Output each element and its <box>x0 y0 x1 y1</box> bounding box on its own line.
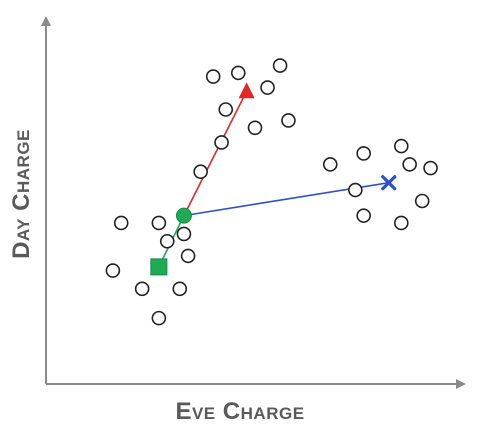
y-axis-arrow-icon <box>41 16 51 26</box>
data-point <box>180 248 196 264</box>
data-point <box>281 113 296 128</box>
data-point <box>393 138 409 154</box>
data-point <box>172 281 188 297</box>
data-point <box>113 215 129 231</box>
data-points <box>105 58 438 326</box>
x-axis-arrow-icon <box>456 379 466 389</box>
data-point <box>105 263 121 278</box>
axes <box>41 16 466 389</box>
data-point <box>260 80 275 95</box>
green-circle-icon <box>175 207 192 224</box>
red-triangle-icon <box>238 82 255 99</box>
data-point <box>272 58 288 73</box>
data-point <box>151 310 167 326</box>
centroid-markers <box>150 82 397 276</box>
link-red-triangle <box>183 90 248 216</box>
data-point <box>348 182 363 198</box>
green-square-icon <box>150 258 168 276</box>
blue-x-icon <box>381 175 397 191</box>
data-point <box>356 146 371 161</box>
centroid-links <box>158 90 389 268</box>
data-point <box>402 157 417 172</box>
x-axis-label: Eve Charge <box>175 398 305 425</box>
y-axis-label: Day Charge <box>8 129 35 259</box>
data-point <box>218 102 234 117</box>
data-point <box>230 65 246 81</box>
data-point <box>423 160 438 176</box>
data-point <box>414 193 430 209</box>
data-point <box>159 233 175 249</box>
data-point <box>393 215 409 231</box>
data-point <box>214 135 229 150</box>
data-point <box>134 281 150 297</box>
x-stroke <box>381 175 397 191</box>
data-point <box>205 69 221 84</box>
data-point <box>151 215 167 231</box>
data-point <box>356 208 371 223</box>
data-point <box>193 164 208 180</box>
data-point <box>176 226 192 242</box>
data-point <box>247 120 263 136</box>
data-point <box>322 157 338 172</box>
